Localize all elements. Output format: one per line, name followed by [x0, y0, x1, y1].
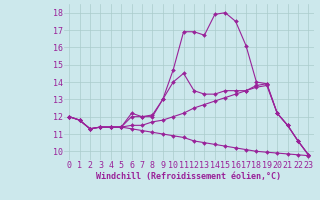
X-axis label: Windchill (Refroidissement éolien,°C): Windchill (Refroidissement éolien,°C): [96, 172, 281, 181]
